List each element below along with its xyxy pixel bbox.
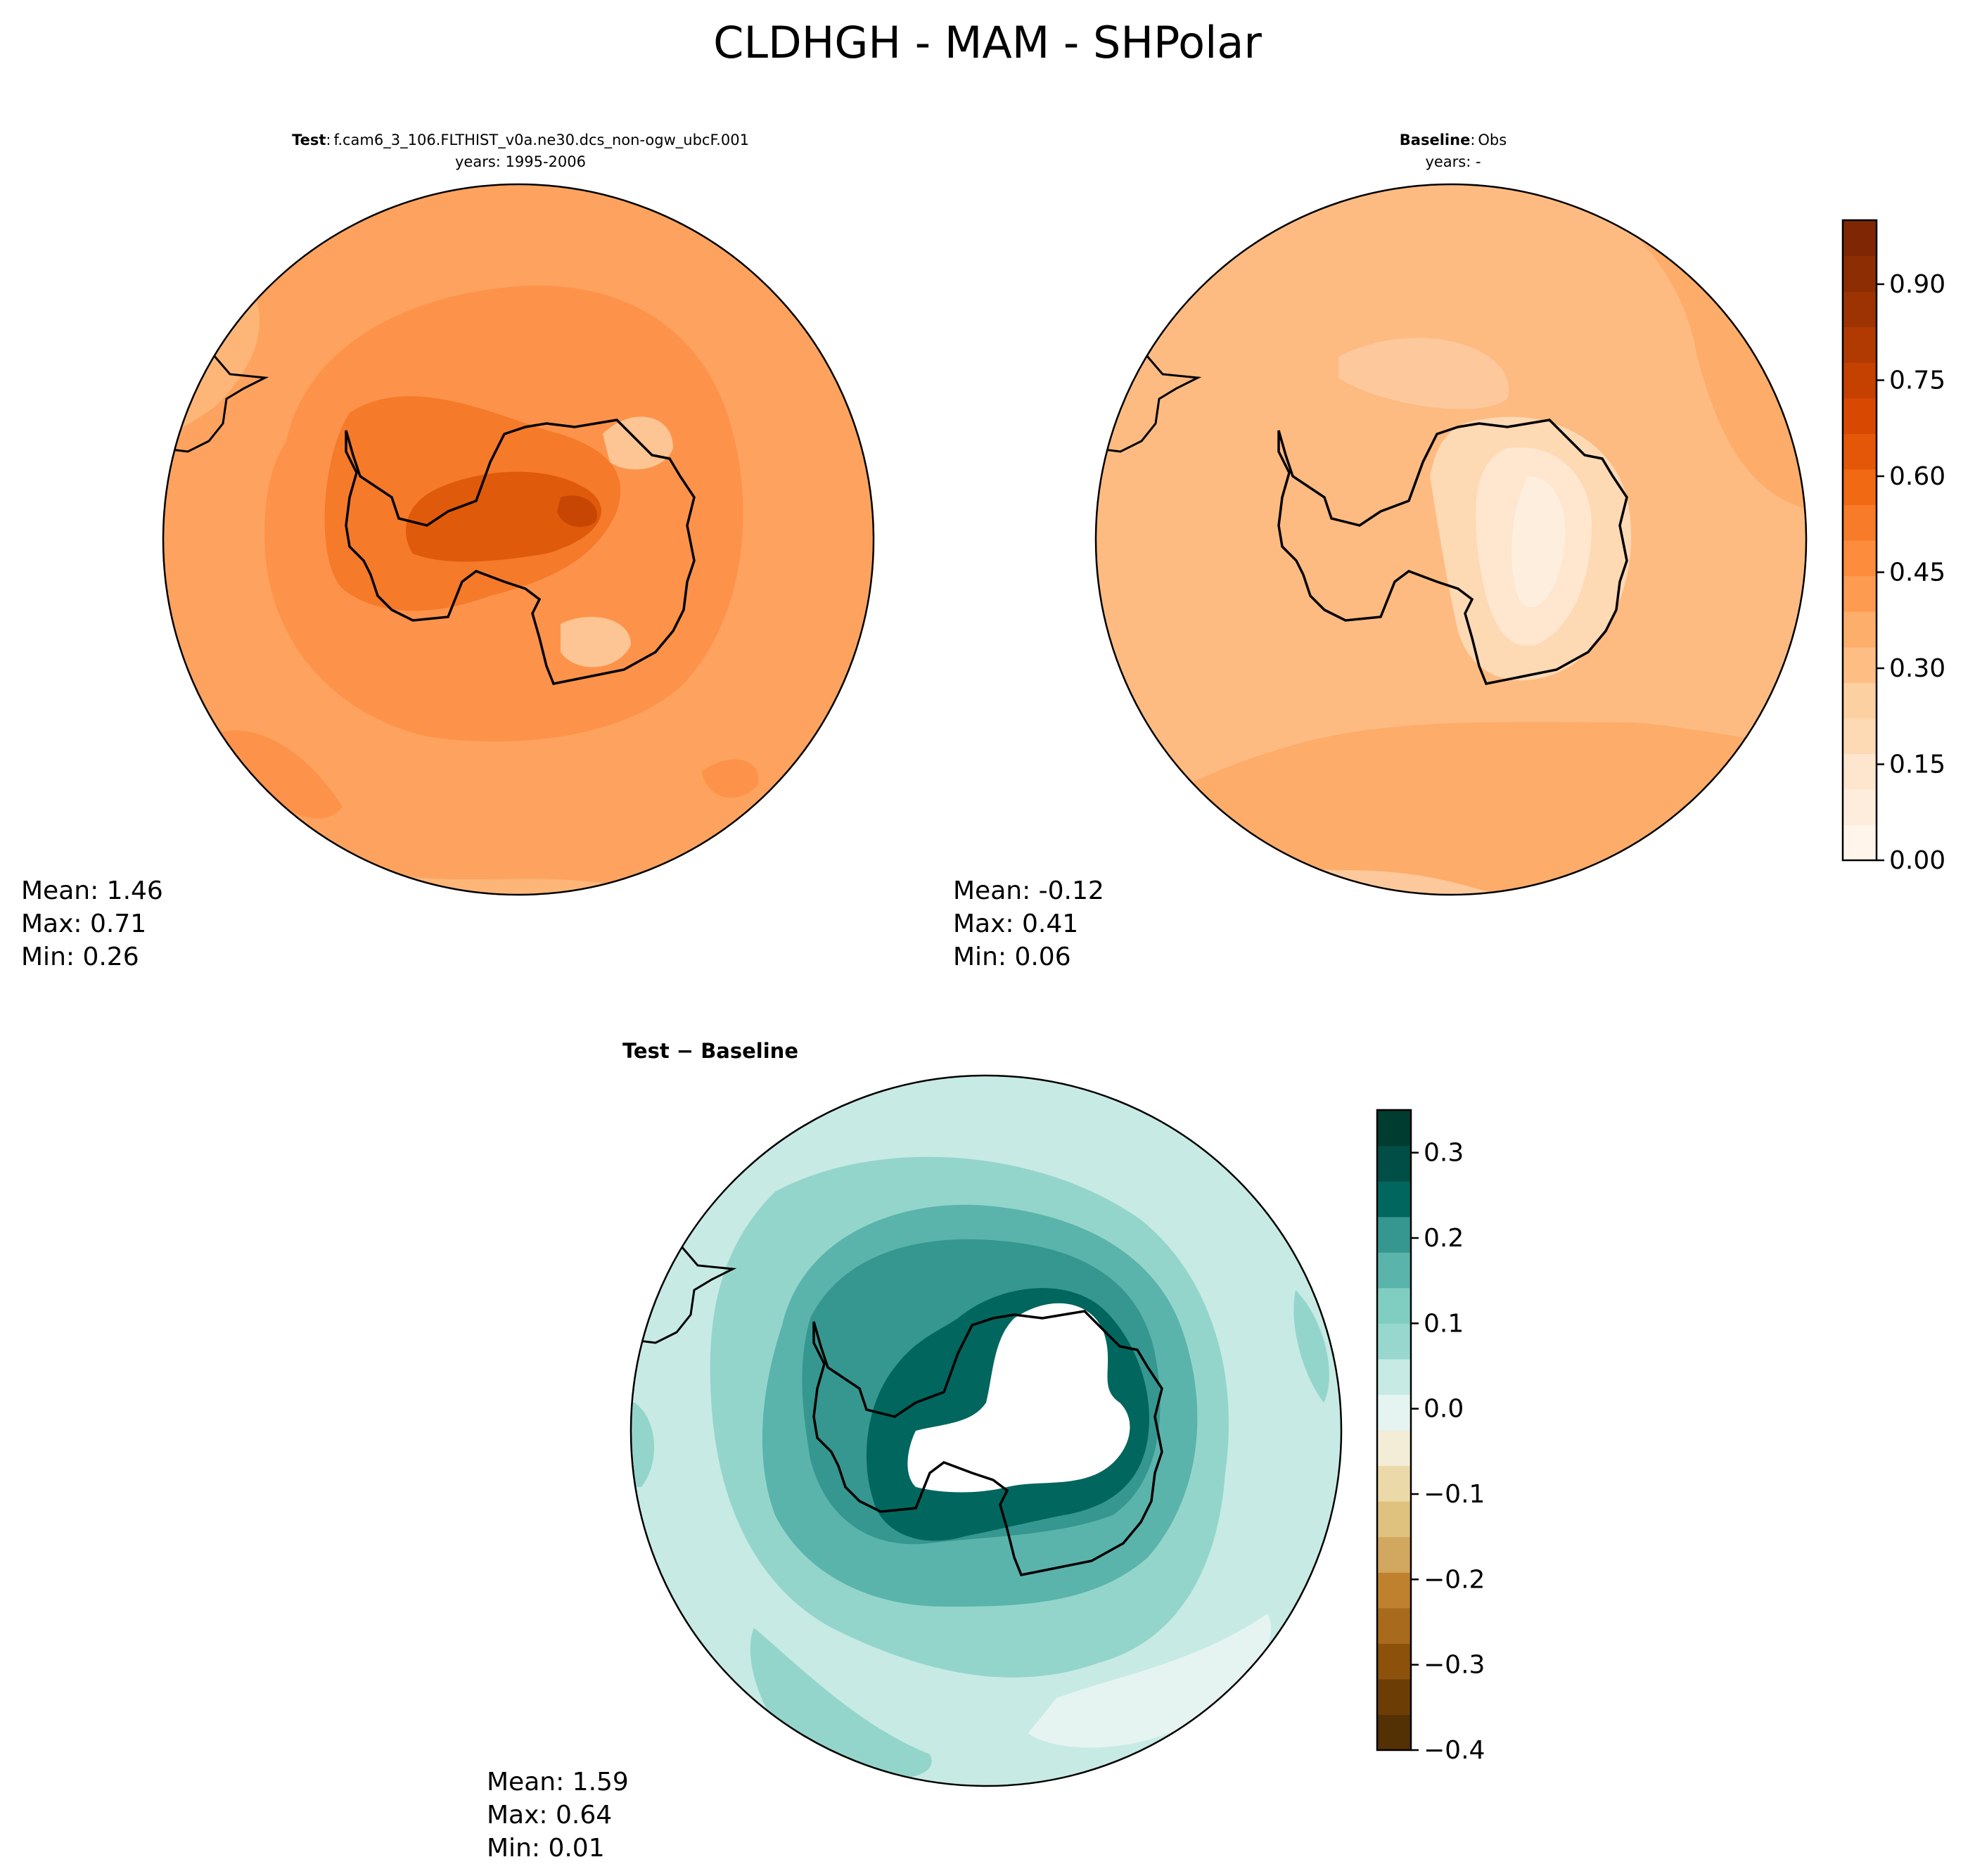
field-baseline-light-nw: [1338, 338, 1509, 409]
colorbar-oranges-segment: [1843, 611, 1877, 648]
colorbar-brbg-segment: [1377, 1714, 1411, 1751]
colorbar-brbg-segment: [1377, 1216, 1411, 1253]
stats-difference-min: Min: 0.01: [487, 1834, 605, 1863]
colorbar-oranges-segment: [1843, 717, 1877, 754]
field-test-max-core: [557, 495, 597, 528]
colorbar-brbg-segment: [1377, 1358, 1411, 1396]
colorbar-oranges-tick-label: 0.15: [1889, 751, 1945, 779]
colorbar-oranges-segment: [1843, 646, 1877, 683]
panel-baseline-subtitle: years: -: [1425, 153, 1481, 170]
colorbar-brbg-tick-label: −0.3: [1424, 1651, 1485, 1680]
coastline-antarctica-baseline: [1277, 419, 1628, 686]
colorbar-oranges-tick-label: 0.30: [1889, 654, 1945, 683]
field-diff-light-se: [1028, 1614, 1272, 1748]
colorbar-oranges-segment: [1843, 468, 1877, 506]
stats-test-max: Max: 0.71: [21, 910, 146, 938]
colorbar-brbg-segment: [1377, 1572, 1411, 1609]
map-difference-boundary: [629, 1074, 1343, 1787]
colorbar-oranges-tick-label: 0.75: [1889, 366, 1945, 395]
colorbar-oranges-segment: [1843, 682, 1877, 719]
field-test-ring-sw: [209, 730, 343, 819]
panel-baseline: Baseline: Obs years: - Mean: -0.12 Max: 0…: [953, 132, 1945, 971]
colorbar-brbg-segment: [1377, 1501, 1411, 1538]
colorbar-oranges-tick-label: 0.45: [1889, 559, 1945, 587]
field-baseline-interior-core: [1511, 476, 1566, 608]
colorbar-brbg-segment: [1377, 1536, 1411, 1573]
stats-test-min: Min: 0.26: [21, 943, 139, 971]
colorbar-oranges-tick-label: 0.00: [1889, 846, 1945, 875]
colorbar-brbg-segment: [1377, 1678, 1411, 1716]
colorbar-oranges-segment: [1843, 540, 1877, 577]
map-test-boundary: [162, 183, 875, 896]
panel-test-title: Test: f.cam6_3_106.FLTHIST_v0a.ne30.dcs_n…: [292, 132, 749, 149]
colorbar-brbg: −0.4 −0.3 −0.2 −0.1 0.0 0.1 0.2 0.3: [1376, 1109, 1485, 1765]
map-difference: [629, 1074, 1343, 1787]
coastline-antarctica-difference: [812, 1310, 1163, 1577]
colorbar-brbg-segment: [1377, 1110, 1411, 1147]
figure-title: CLDHGH - MAM - SHPolar: [713, 17, 1262, 68]
panel-test: Test: f.cam6_3_106.FLTHIST_v0a.ne30.dcs_n…: [21, 132, 875, 971]
colorbar-brbg-segment: [1377, 1181, 1411, 1218]
colorbar-brbg-segment: [1377, 1394, 1411, 1431]
colorbar-oranges-segment: [1843, 362, 1877, 399]
coastline-antarctica-test: [345, 419, 696, 686]
colorbar-brbg-frame: [1376, 1109, 1412, 1751]
colorbar-oranges-segment: [1843, 433, 1877, 470]
colorbar-brbg-tick-label: 0.0: [1424, 1395, 1464, 1424]
colorbar-brbg-segment: [1377, 1607, 1411, 1644]
colorbar-oranges-segment: [1843, 255, 1877, 292]
colorbar-brbg-segment: [1377, 1643, 1411, 1680]
map-test: [162, 183, 875, 896]
field-test-ring-ne: [701, 759, 759, 798]
colorbar-oranges-segment: [1843, 504, 1877, 541]
colorbar-oranges-frame: [1841, 219, 1878, 862]
map-baseline-boundary: [1094, 183, 1808, 896]
colorbar-brbg-segment: [1377, 1252, 1411, 1289]
colorbar-brbg-tick-label: 0.1: [1424, 1309, 1464, 1338]
stats-test-mean: Mean: 1.46: [21, 876, 163, 905]
stats-difference-max: Max: 0.64: [487, 1801, 612, 1830]
panel-difference: Test − Baseline Mean: 1.59 Max: 0.64: [487, 1039, 1485, 1863]
colorbar-oranges-segment: [1843, 291, 1877, 328]
field-diff-band-east: [1293, 1290, 1329, 1403]
colorbar-oranges-segment: [1843, 575, 1877, 612]
colorbar-oranges-segment: [1843, 397, 1877, 434]
stats-baseline-min: Min: 0.06: [953, 943, 1071, 971]
panel-baseline-title: Baseline: Obs: [1400, 132, 1507, 148]
field-test-min-se: [561, 617, 631, 668]
colorbar-oranges-segment: [1843, 789, 1877, 826]
colorbar-oranges-tick-label: 0.60: [1889, 462, 1945, 491]
colorbar-brbg-segment: [1377, 1287, 1411, 1324]
colorbar-brbg-tick-label: −0.1: [1424, 1480, 1485, 1509]
panel-test-subtitle: years: 1995-2006: [455, 153, 586, 170]
colorbar-brbg-tick-label: −0.2: [1424, 1565, 1485, 1594]
colorbar-oranges-segment: [1843, 753, 1877, 790]
colorbar-oranges: 0.00 0.15 0.30 0.45 0.60 0.75 0.90: [1841, 219, 1945, 875]
stats-difference-mean: Mean: 1.59: [487, 1768, 629, 1797]
colorbar-oranges-segment: [1843, 220, 1877, 257]
colorbar-brbg-tick-label: 0.2: [1424, 1224, 1464, 1253]
map-baseline: [1094, 183, 1808, 896]
colorbar-brbg-tick-label: 0.3: [1424, 1139, 1464, 1168]
colorbar-oranges-segment: [1843, 326, 1877, 363]
field-diff-blank-interior: [907, 1303, 1130, 1493]
colorbar-brbg-segment: [1377, 1465, 1411, 1502]
colorbar-oranges-tick-label: 0.90: [1889, 270, 1945, 299]
field-diff-band-west: [631, 1403, 655, 1487]
colorbar-brbg-segment: [1377, 1145, 1411, 1182]
field-test-max: [406, 471, 601, 562]
colorbar-brbg-segment: [1377, 1430, 1411, 1467]
stats-baseline-max: Max: 0.41: [953, 910, 1078, 938]
panel-difference-title: Test − Baseline: [622, 1039, 798, 1063]
stats-baseline-mean: Mean: -0.12: [953, 876, 1104, 905]
colorbar-brbg-tick-label: −0.4: [1424, 1736, 1485, 1765]
colorbar-oranges-segment: [1843, 824, 1877, 861]
colorbar-brbg-segment: [1377, 1323, 1411, 1360]
